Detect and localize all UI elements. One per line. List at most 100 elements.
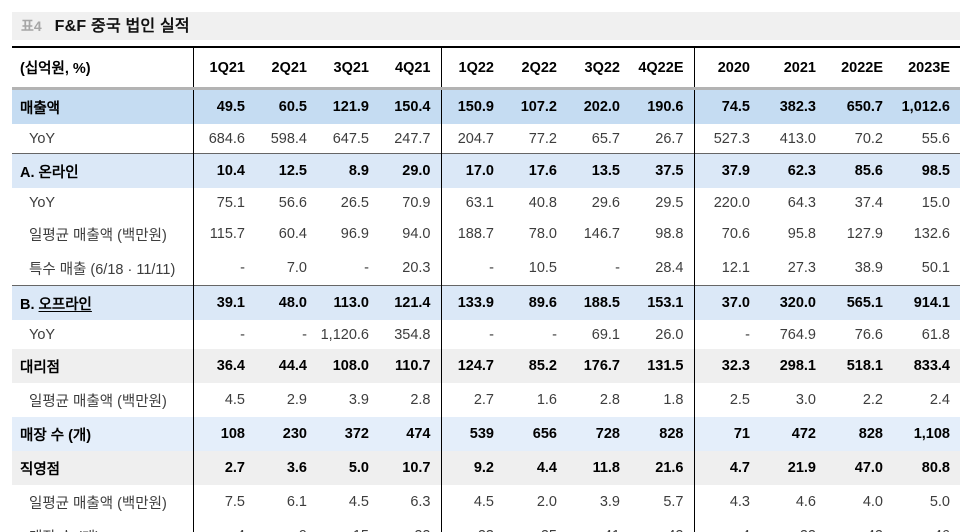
- cell: 190.6: [630, 88, 694, 124]
- cell: 9.2: [440, 451, 504, 485]
- column-header-4q22e: 4Q22E: [630, 47, 694, 90]
- cell: 63.1: [440, 188, 504, 217]
- cell: 4.0: [826, 485, 893, 519]
- table-row: 매장 수 (개) 108 230 372 474 539 656 728 828 71 472 828…: [12, 417, 960, 451]
- table-row: 매출액 49.5 60.5 121.9 150.4 150.9 107.2 202.0 190.…: [12, 88, 960, 124]
- cell: 188.5: [567, 285, 630, 320]
- cell: 2.5: [693, 383, 760, 417]
- cell: 2.8: [567, 383, 630, 417]
- column-header-4q21: 4Q21: [379, 47, 441, 90]
- cell: 17.0: [440, 153, 504, 188]
- cell: 75.1: [192, 188, 255, 217]
- cell: 108: [192, 417, 255, 451]
- table-row: A. 온라인 10.4 12.5 8.9 29.0 17.0 17.6 13.5 37.5 37.…: [12, 153, 960, 188]
- cell: 382.3: [760, 88, 826, 124]
- cell: 95.8: [760, 217, 826, 251]
- cell: 42: [630, 519, 694, 532]
- cell: 85.2: [504, 349, 567, 383]
- cell: 9: [255, 519, 317, 532]
- cell: 56.6: [255, 188, 317, 217]
- row-label: 특수 매출 (6/18 · 11/11): [12, 251, 193, 286]
- cell: 89.6: [504, 285, 567, 320]
- cell: 650.7: [826, 88, 893, 124]
- cell: 176.7: [567, 349, 630, 383]
- cell: 598.4: [255, 124, 317, 154]
- cell: 10.5: [504, 251, 567, 286]
- cell: 684.6: [192, 124, 255, 154]
- cell: 7.0: [255, 251, 317, 286]
- cell: 527.3: [693, 124, 760, 154]
- cell: 4: [192, 519, 255, 532]
- cell: 107.2: [504, 88, 567, 124]
- cell: 2.2: [826, 383, 893, 417]
- row-label: 직영점: [12, 451, 193, 485]
- cell: 15: [317, 519, 379, 532]
- table-row: YoY - -1,120.6 354.8- -69.1 26.0-764.9 76.6 61.…: [12, 320, 960, 349]
- column-header-2q21: 2Q21: [255, 47, 317, 90]
- unit-label: (십억원, %): [12, 47, 193, 90]
- cell: 60.4: [255, 217, 317, 251]
- cell: 26.5: [317, 188, 379, 217]
- cell: 202.0: [567, 88, 630, 124]
- cell: 94.0: [379, 217, 441, 251]
- cell: -: [440, 251, 504, 286]
- cell: 2.7: [440, 383, 504, 417]
- row-label: YoY: [12, 320, 193, 349]
- cell: 132.6: [893, 217, 960, 251]
- row-label: B. 오프라인: [12, 285, 193, 320]
- cell: 828: [826, 417, 893, 451]
- cell: 36.4: [192, 349, 255, 383]
- header-row: (십억원, %) 1Q21 2Q21 3Q21 4Q21 1Q22 2Q22 3Q22 4Q2…: [12, 47, 960, 90]
- table-row: B. 오프라인 39.1 48.0 113.0 121.4 133.9 89.6 188.5 1…: [12, 285, 960, 320]
- cell: 146.7: [567, 217, 630, 251]
- cell: 8.9: [317, 153, 379, 188]
- cell: -: [192, 320, 255, 349]
- cell: 41: [567, 519, 630, 532]
- column-header-3q22: 3Q22: [567, 47, 630, 90]
- cell: 17.6: [504, 153, 567, 188]
- table-row: 일평균 매출액 (백만원) 115.7 60.4 96.9 94.0 188.7 78.0 1…: [12, 217, 960, 251]
- cell: 22: [760, 519, 826, 532]
- cell: 60.5: [255, 88, 317, 124]
- cell: 108.0: [317, 349, 379, 383]
- cell: 1.6: [504, 383, 567, 417]
- cell: 70.6: [693, 217, 760, 251]
- cell: 110.7: [379, 349, 441, 383]
- cell: 47.0: [826, 451, 893, 485]
- financial-table: (십억원, %) 1Q21 2Q21 3Q21 4Q21 1Q22 2Q22 3Q22 4Q2…: [12, 46, 960, 532]
- cell: 4.7: [693, 451, 760, 485]
- cell: 150.4: [379, 88, 441, 124]
- cell: 4.5: [317, 485, 379, 519]
- cell: 188.7: [440, 217, 504, 251]
- cell: 37.9: [693, 153, 760, 188]
- cell: 354.8: [379, 320, 441, 349]
- cell: 71: [693, 417, 760, 451]
- cell: 4.3: [693, 485, 760, 519]
- cell: 474: [379, 417, 441, 451]
- cell: 115.7: [192, 217, 255, 251]
- cell: 539: [440, 417, 504, 451]
- cell: -: [440, 320, 504, 349]
- cell: 413.0: [760, 124, 826, 154]
- cell: 247.7: [379, 124, 441, 154]
- cell: 69.1: [567, 320, 630, 349]
- cell: 29.6: [567, 188, 630, 217]
- cell: -: [317, 251, 379, 286]
- table-row: 일평균 매출액 (백만원) 4.5 2.9 3.9 2.8 2.7 1.6 2.8 1.8 2.5…: [12, 383, 960, 417]
- cell: 131.5: [630, 349, 694, 383]
- cell: 62.3: [760, 153, 826, 188]
- cell: 28.4: [630, 251, 694, 286]
- cell: 4.5: [440, 485, 504, 519]
- cell: 656: [504, 417, 567, 451]
- table-row: 직영점 2.7 3.6 5.0 10.7 9.2 4.4 11.8 21.6 4.7 21.9 47.…: [12, 451, 960, 485]
- table-title: F&F 중국 법인 실적: [54, 18, 190, 35]
- cell: 2.9: [255, 383, 317, 417]
- cell: 150.9: [440, 88, 504, 124]
- cell: 914.1: [893, 285, 960, 320]
- cell: 37.0: [693, 285, 760, 320]
- cell: 10.7: [379, 451, 441, 485]
- cell: 3.6: [255, 451, 317, 485]
- column-header-2022e: 2022E: [826, 47, 893, 90]
- table-row: 일평균 매출액 (백만원) 7.5 6.1 4.5 6.3 4.5 2.0 3.9 5.7 4.3…: [12, 485, 960, 519]
- cell: 40.8: [504, 188, 567, 217]
